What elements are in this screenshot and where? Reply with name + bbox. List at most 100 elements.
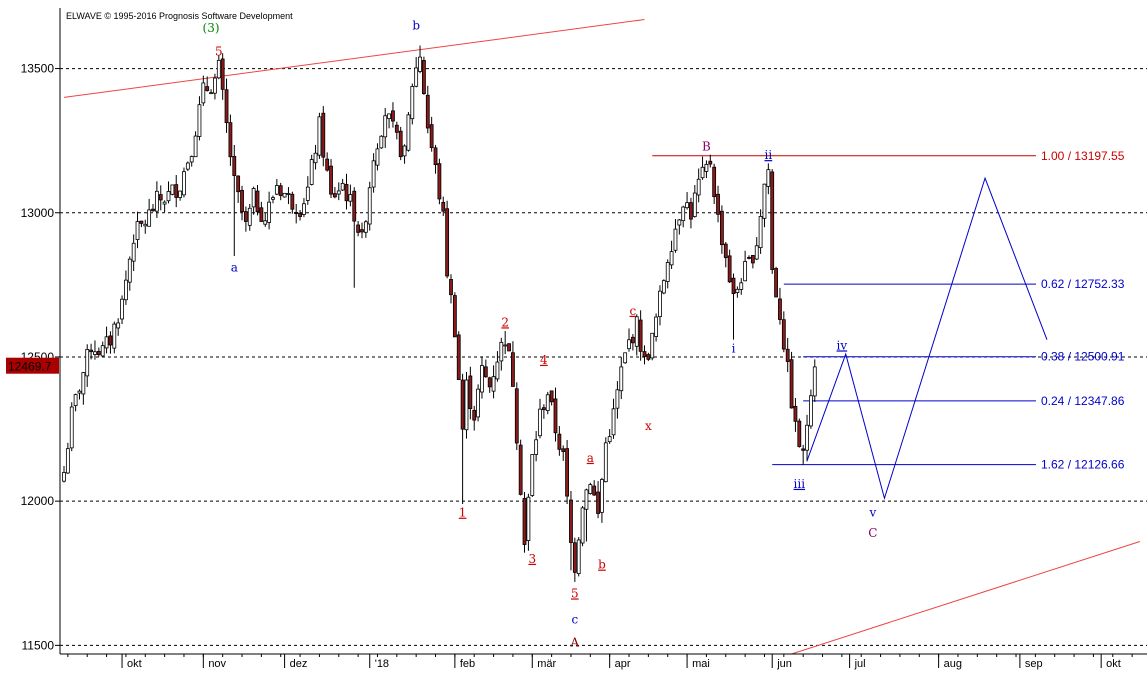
candle — [646, 352, 651, 361]
candle-body-down — [360, 229, 364, 233]
candle-body-up — [387, 113, 391, 120]
candle-body-up — [263, 220, 268, 225]
candle-body-up — [166, 191, 171, 202]
wave-label: b — [598, 558, 606, 572]
candle-body-down — [511, 352, 515, 387]
candle — [348, 184, 353, 207]
candle — [367, 181, 372, 231]
candle-body-down — [785, 348, 790, 362]
candle — [116, 318, 121, 336]
candle-body-up — [464, 379, 469, 431]
candle — [452, 292, 457, 338]
candle-body-up — [534, 439, 539, 455]
candle — [77, 389, 82, 400]
candle-body-up — [379, 135, 384, 149]
candle-body-down — [445, 208, 450, 277]
candle-body-up — [685, 202, 689, 209]
candle-body-up — [580, 507, 585, 544]
wave-label: 3 — [528, 552, 536, 566]
candle-body-up — [309, 159, 314, 185]
candle-body-down — [429, 124, 434, 148]
channel-layer — [63, 19, 1141, 655]
candle — [445, 200, 450, 279]
candle-body-up — [754, 245, 759, 260]
candle-body-up — [375, 148, 380, 166]
candle — [735, 286, 740, 298]
candle-body-up — [77, 390, 82, 394]
candle-body-up — [503, 344, 508, 347]
candle-body-up — [104, 336, 109, 349]
candle — [619, 356, 624, 400]
copyright-text: ELWAVE © 1995-2016 Prognosis Software De… — [66, 11, 293, 21]
candle-body-up — [743, 261, 748, 282]
candle-body-up — [530, 454, 535, 496]
candle — [247, 204, 252, 231]
wave-label: 5 — [571, 586, 579, 600]
wave-label: c — [571, 612, 578, 626]
x-tick-label: apr — [615, 658, 631, 670]
candle-body-up — [216, 59, 221, 79]
wave-label: a — [587, 451, 594, 465]
candle-body-down — [460, 379, 465, 430]
candle-body-up — [81, 372, 86, 395]
candle-body-up — [100, 345, 105, 357]
candle-body-down — [789, 359, 794, 409]
candle-body-up — [681, 206, 686, 222]
candle-body-down — [522, 498, 527, 545]
candle — [224, 78, 229, 133]
wave-label: x — [645, 419, 652, 433]
candle — [758, 209, 763, 254]
candle — [220, 53, 225, 100]
wave-label: ii — [764, 148, 772, 162]
candle — [437, 158, 442, 205]
candle — [290, 191, 295, 214]
candle — [240, 185, 244, 221]
candle — [255, 184, 260, 216]
x-tick-label: mai — [692, 658, 710, 670]
candle — [274, 179, 279, 196]
candle-body-down — [259, 207, 264, 222]
candle-body-up — [197, 104, 202, 137]
candle — [313, 144, 318, 170]
candle — [336, 182, 341, 201]
candle — [658, 285, 662, 326]
candle-layer — [62, 45, 817, 582]
candle-body-up — [538, 408, 542, 437]
candle — [456, 331, 461, 380]
candle-body-up — [476, 388, 480, 418]
candle — [677, 218, 682, 235]
candle — [216, 55, 221, 80]
candle-body-down — [727, 255, 732, 283]
candle-body-up — [692, 192, 697, 217]
candle-body-up — [135, 221, 140, 240]
candle — [147, 198, 152, 227]
candle — [584, 488, 589, 542]
candle — [340, 178, 345, 191]
candle-body-down — [441, 201, 446, 212]
candle — [708, 154, 713, 168]
candle-body-up — [267, 201, 272, 223]
wave-label: C — [868, 526, 877, 540]
candle — [801, 444, 806, 465]
candle — [561, 445, 566, 461]
candle-body-up — [302, 203, 306, 215]
candle-body-up — [654, 316, 659, 337]
candle-body-up — [131, 242, 136, 262]
candle-body-up — [600, 479, 604, 513]
candle-body-down — [332, 193, 337, 198]
candle-body-down — [793, 405, 798, 422]
candle-body-up — [154, 190, 159, 212]
candle-body-up — [143, 223, 148, 227]
candle — [189, 155, 194, 167]
y-tick-label: 12000 — [21, 494, 55, 508]
wave-label: (3) — [203, 21, 220, 35]
candle — [789, 351, 794, 409]
candle-body-up — [213, 77, 217, 94]
wave-label: 2 — [501, 315, 509, 329]
candle-body-up — [414, 67, 419, 87]
x-tick-label: feb — [460, 658, 475, 670]
candle — [480, 356, 484, 399]
candle — [712, 163, 717, 205]
candle-body-down — [572, 542, 577, 573]
candle — [356, 220, 361, 237]
